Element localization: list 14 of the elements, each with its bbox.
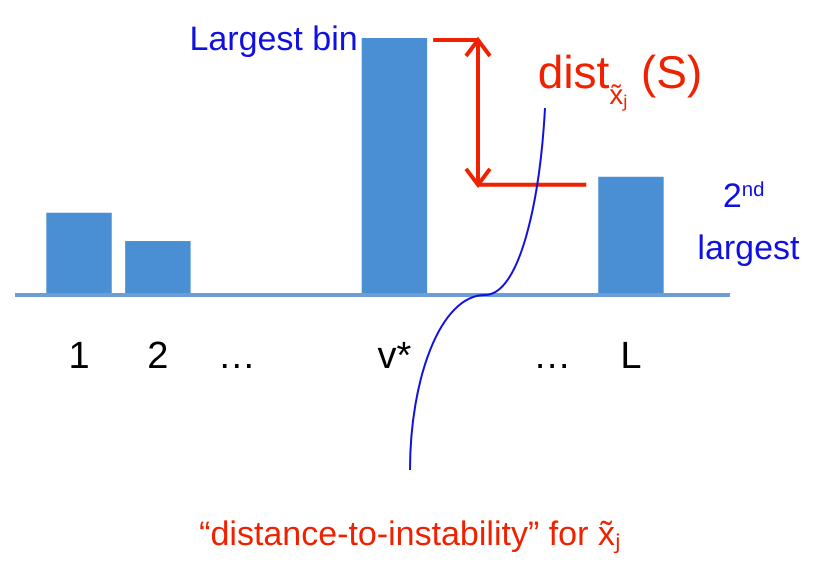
bar	[125, 241, 191, 295]
text: 2$^{nd}$ largest	[697, 176, 800, 267]
x-tick-label: 1	[68, 335, 90, 377]
x-tick-label: …	[218, 335, 256, 377]
bar	[46, 212, 112, 295]
x-tick-label: v*	[378, 335, 412, 377]
annotation: Largest bin	[189, 20, 358, 58]
bar	[598, 176, 664, 295]
x-tick-label: 2	[147, 335, 168, 377]
bar	[362, 38, 428, 295]
x-tick-label: L	[620, 335, 642, 377]
text: “distance-to-instability” for x̃ⱼ	[199, 515, 621, 554]
x-tick-label: …	[533, 335, 572, 377]
annotation: dist$_{x̃ⱼ}$ (S)	[538, 46, 702, 110]
